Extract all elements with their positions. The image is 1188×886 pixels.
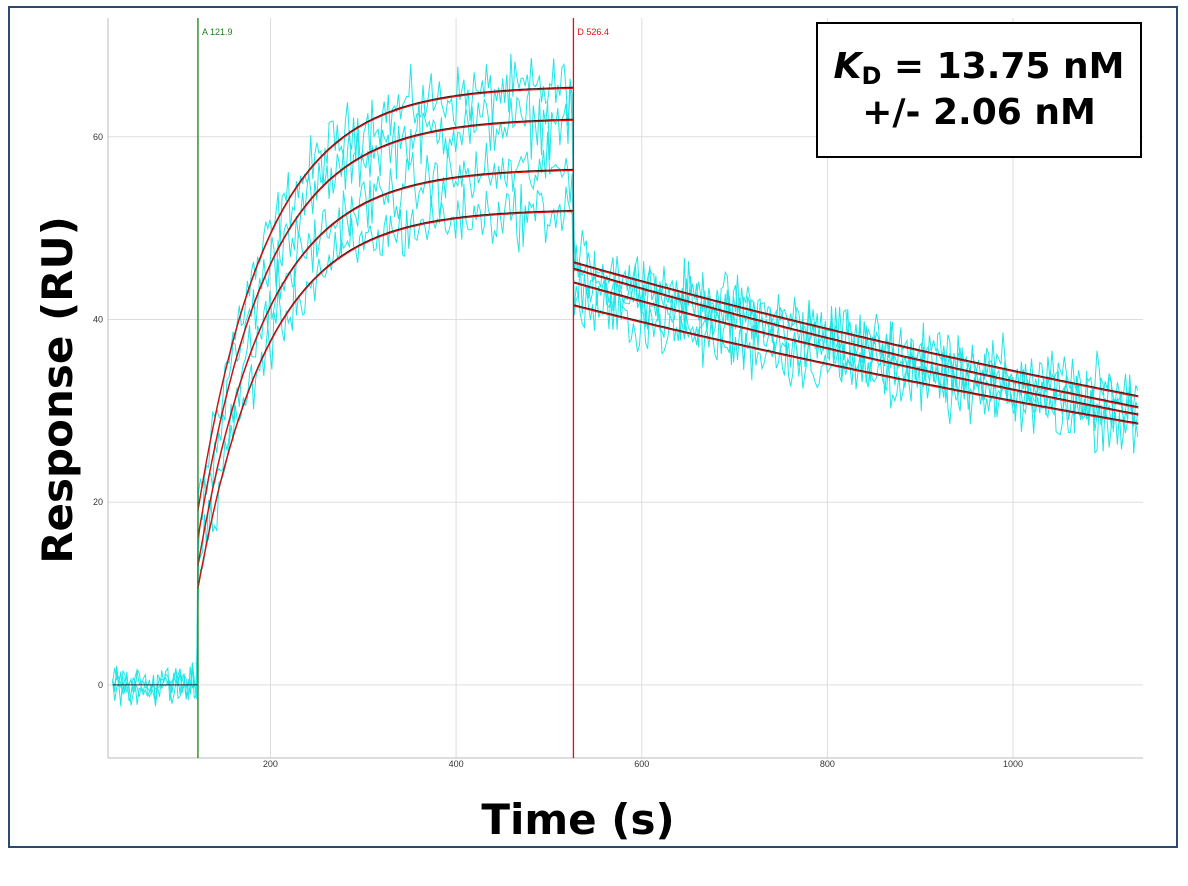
fit-curve-dissoc-4 xyxy=(573,305,1139,425)
marker-label-2: D 526.4 xyxy=(577,27,609,37)
fit-layer xyxy=(112,86,1139,686)
y-axis-label: Response (RU) xyxy=(33,216,82,564)
y-tick-label: 20 xyxy=(93,497,103,507)
x-tick-label: 400 xyxy=(449,759,464,769)
fit-curve-assoc-2 xyxy=(197,119,574,539)
x-tick-label: 200 xyxy=(263,759,278,769)
y-tick-label: 0 xyxy=(98,680,103,690)
fit-curve-dark-dissoc-1 xyxy=(573,261,1139,397)
kd-symbol: K xyxy=(833,46,862,87)
fit-curve-assoc-3 xyxy=(197,169,574,567)
fit-curve-dissoc-3 xyxy=(573,282,1139,416)
fit-curve-dark-dissoc-4 xyxy=(573,304,1139,424)
kd-annotation-box: KD = 13.75 nM +/- 2.06 nM xyxy=(816,22,1142,158)
fit-curve-dark-dissoc-3 xyxy=(573,281,1139,415)
kd-line: KD = 13.75 nM xyxy=(818,44,1140,90)
x-axis-label: Time (s) xyxy=(481,795,674,844)
fit-curve-dark-dissoc-2 xyxy=(573,267,1139,408)
data-trace-3 xyxy=(112,131,1139,705)
data-trace-4 xyxy=(112,183,1139,707)
marker-label-1: A 121.9 xyxy=(202,27,233,37)
x-tick-label: 1000 xyxy=(1003,759,1023,769)
y-tick-label: 60 xyxy=(93,132,103,142)
kd-error: +/- 2.06 nM xyxy=(862,92,1096,133)
x-tick-label: 600 xyxy=(634,759,649,769)
fit-curve-assoc-4 xyxy=(197,210,574,590)
fit-curve-dissoc-2 xyxy=(573,268,1139,409)
fit-curve-assoc-1 xyxy=(197,87,574,512)
kd-value: = 13.75 nM xyxy=(881,46,1125,87)
marker-layer: A 121.9 D 526.4 xyxy=(197,18,609,758)
fit-curve-dissoc-1 xyxy=(573,262,1139,398)
x-tick-label: 800 xyxy=(820,759,835,769)
axis-layer: 200 400 600 800 1000 0 20 40 60 xyxy=(93,18,1143,769)
y-tick-label: 40 xyxy=(93,314,103,324)
fit-curve-dark-assoc-2 xyxy=(197,118,574,538)
kd-subscript: D xyxy=(861,62,882,90)
